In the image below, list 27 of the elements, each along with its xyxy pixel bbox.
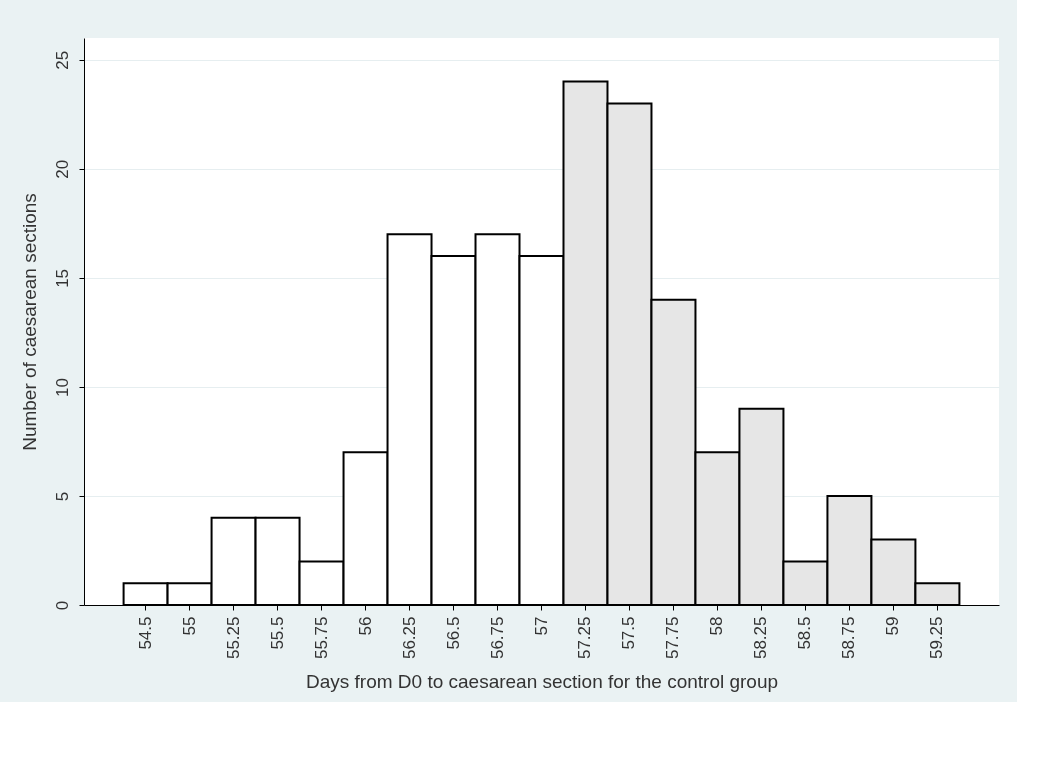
y-tick-label: 5 <box>52 491 72 502</box>
x-tick-label: 57 <box>531 616 551 636</box>
x-tick-label: 58 <box>707 616 727 636</box>
x-tick-label: 55.25 <box>223 616 243 660</box>
y-tick-label: 15 <box>52 268 72 288</box>
y-tick-label: 20 <box>52 159 72 179</box>
x-tick-label: 59.25 <box>927 616 947 660</box>
x-axis-title: Days from D0 to caesarean section for the control group <box>305 671 779 693</box>
x-tick-label: 56 <box>355 616 375 636</box>
x-tick-label: 57.5 <box>619 616 639 650</box>
x-tick-label: 57.25 <box>575 616 595 660</box>
y-tick-label: 25 <box>52 50 72 70</box>
x-tick-label: 56.75 <box>487 616 507 660</box>
x-tick-label: 55.5 <box>267 616 287 650</box>
x-tick-label: 56.25 <box>399 616 419 660</box>
y-tick-label: 0 <box>52 600 72 611</box>
y-axis-title: Number of caesarean sections <box>18 193 40 451</box>
x-tick-label: 58.75 <box>839 616 859 660</box>
x-tick-label: 59 <box>883 616 903 636</box>
x-tick-label: 58.25 <box>751 616 771 660</box>
x-tick-label: 58.5 <box>795 616 815 650</box>
x-tick-label: 55 <box>179 616 199 636</box>
y-tick-label: 10 <box>52 377 72 397</box>
x-tick-label: 57.75 <box>663 616 683 660</box>
x-tick-label: 56.5 <box>443 616 463 650</box>
x-tick-label: 54.5 <box>135 616 155 650</box>
x-tick-label: 55.75 <box>311 616 331 660</box>
